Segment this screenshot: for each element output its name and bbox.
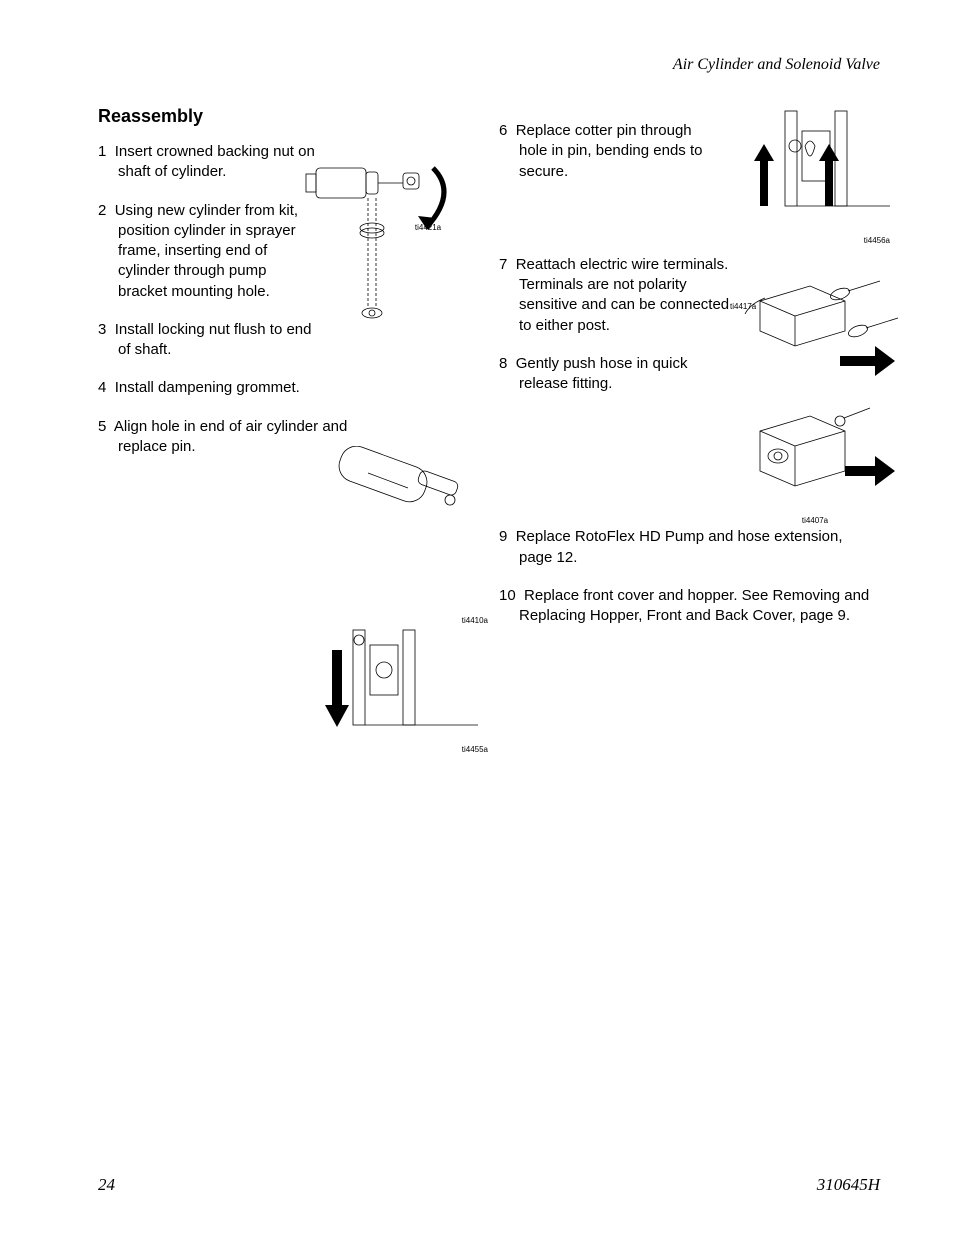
step-number: 5 bbox=[98, 418, 106, 435]
figure-caption: ti4456a bbox=[730, 236, 890, 245]
figure-hose-fitting: ti4407a bbox=[730, 396, 900, 525]
figure-pin-align: ti4410a bbox=[318, 446, 488, 754]
figure-cylinder-assembly: ti4421a bbox=[298, 138, 458, 232]
page-footer: 24 310645H bbox=[98, 1175, 880, 1195]
step-4: 4 Install dampening grommet. bbox=[98, 378, 318, 398]
left-column: Reassembly 1 Insert crowned backing nut … bbox=[98, 106, 479, 644]
step-text: Align hole in end of air cylinder and re… bbox=[114, 418, 347, 455]
step-6: 6 Replace cotter pin through hole in pin… bbox=[499, 121, 719, 182]
right-column: 6 Replace cotter pin through hole in pin… bbox=[499, 106, 880, 644]
step-text: Insert crowned backing nut on shaft of c… bbox=[115, 143, 315, 180]
step-text: Replace RotoFlex HD Pump and hose extens… bbox=[516, 528, 843, 565]
step-text: Install locking nut flush to end of shaf… bbox=[115, 321, 312, 358]
step-number: 7 bbox=[499, 256, 507, 273]
step-2: 2 Using new cylinder from kit, position … bbox=[98, 201, 318, 302]
step-number: 10 bbox=[499, 587, 516, 604]
step-7: 7 Reattach electric wire terminals. Term… bbox=[499, 255, 739, 336]
step-text: Replace cotter pin through hole in pin, … bbox=[516, 122, 703, 180]
step-text: Gently push hose in quick release fittin… bbox=[516, 355, 688, 392]
step-text: Replace front cover and hopper. See Remo… bbox=[519, 587, 869, 624]
page-number: 24 bbox=[98, 1175, 115, 1195]
step-1: 1 Insert crowned backing nut on shaft of… bbox=[98, 142, 318, 183]
figure-cotter-pin: ti4456a bbox=[730, 106, 890, 245]
step-number: 4 bbox=[98, 379, 106, 396]
step-9: 9 Replace RotoFlex HD Pump and hose exte… bbox=[499, 527, 880, 568]
figure-caption: ti4417a bbox=[730, 302, 756, 311]
figure-caption: ti4455a bbox=[318, 745, 488, 754]
step-number: 1 bbox=[98, 143, 106, 160]
step-number: 2 bbox=[98, 202, 106, 219]
step-number: 8 bbox=[499, 355, 507, 372]
step-text: Reattach electric wire terminals. Termin… bbox=[516, 256, 729, 334]
step-text: Using new cylinder from kit, position cy… bbox=[115, 202, 298, 300]
page-header-title: Air Cylinder and Solenoid Valve bbox=[98, 56, 880, 74]
figure-wire-terminals: ti4417a bbox=[730, 276, 900, 376]
step-8: 8 Gently push hose in quick release fitt… bbox=[499, 354, 719, 395]
figure-caption: ti4421a bbox=[398, 223, 458, 232]
figure-caption: ti4407a bbox=[730, 516, 900, 525]
step-3: 3 Install locking nut flush to end of sh… bbox=[98, 320, 318, 361]
step-text: Install dampening grommet. bbox=[115, 379, 300, 396]
step-5: 5 Align hole in end of air cylinder and … bbox=[98, 417, 348, 458]
figure-caption: ti4410a bbox=[318, 616, 488, 625]
section-heading: Reassembly bbox=[98, 106, 479, 127]
step-number: 9 bbox=[499, 528, 507, 545]
step-10: 10 Replace front cover and hopper. See R… bbox=[499, 586, 880, 627]
step-number: 3 bbox=[98, 321, 106, 338]
document-number: 310645H bbox=[817, 1175, 880, 1195]
step-number: 6 bbox=[499, 122, 507, 139]
